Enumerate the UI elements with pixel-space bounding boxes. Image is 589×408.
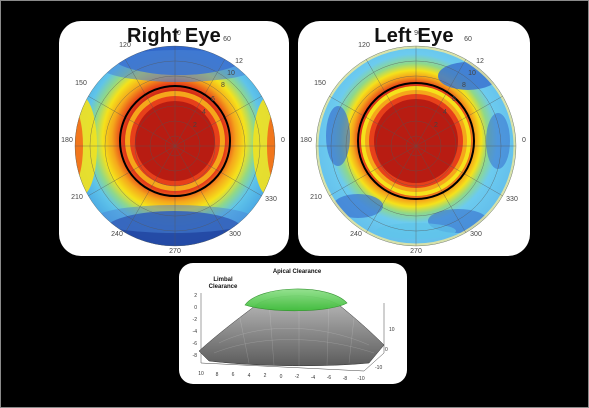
right-angle-90: 90 (173, 30, 181, 37)
right-angle-210: 210 (71, 194, 83, 201)
left-radial-8: 8 (462, 82, 466, 89)
x-tick-neg4: -4 (311, 375, 316, 381)
left-angle-270: 270 (410, 248, 422, 255)
x-tick-8: 8 (216, 372, 219, 378)
left-eye-panel: 60 90 120 150 180 210 240 270 300 330 0 … (298, 21, 530, 256)
left-radial-12: 12 (476, 58, 484, 65)
left-eye-title: Left Eye (374, 25, 454, 47)
right-angle-330: 330 (265, 196, 277, 203)
ocular-surface (198, 295, 385, 367)
left-angle-240: 240 (350, 231, 362, 238)
left-angle-300: 300 (470, 231, 482, 238)
right-polar-grid (74, 45, 276, 247)
y-tick-neg2: -2 (193, 317, 198, 323)
x-tick-10: 10 (198, 371, 204, 377)
x-tick-neg2: -2 (295, 374, 300, 380)
left-radial-4: 4 (443, 109, 447, 116)
right-angle-240: 240 (111, 231, 123, 238)
profile-3d-surface: Apical Clearance Limbal Clearance 2 0 -2… (193, 269, 395, 382)
right-eye-panel: 60 90 120 150 180 210 240 270 300 330 0 … (59, 21, 289, 256)
right-radial-10: 10 (227, 70, 235, 77)
x-tick-neg10: -10 (357, 376, 364, 382)
left-angle-90: 90 (414, 30, 422, 37)
right-radial-8: 8 (221, 82, 225, 89)
x-tick-neg8: -8 (343, 376, 348, 382)
right-angle-180: 180 (61, 137, 73, 144)
z-tick-neg10: -10 (375, 365, 382, 371)
apical-clearance-label: Apical Clearance (273, 269, 322, 275)
left-angle-330: 330 (506, 196, 518, 203)
x-tick-neg6: -6 (327, 375, 332, 381)
z-tick-10: 10 (389, 327, 395, 333)
left-angle-0: 0 (522, 137, 526, 144)
right-eye-map: 60 90 120 150 180 210 240 270 300 330 0 … (61, 30, 285, 255)
profile-panel: Apical Clearance Limbal Clearance 2 0 -2… (179, 263, 407, 384)
right-angle-60: 60 (223, 36, 231, 43)
right-eye-title: Right Eye (126, 25, 222, 47)
limbal-clearance-label-line2: Clearance (209, 284, 238, 290)
x-tick-0: 0 (280, 374, 283, 380)
left-angle-60: 60 (464, 36, 472, 43)
left-angle-210: 210 (310, 194, 322, 201)
y-tick-neg4: -4 (193, 329, 198, 335)
right-radial-12: 12 (235, 58, 243, 65)
right-lens-edge-ring (119, 85, 231, 197)
left-angle-150: 150 (314, 80, 326, 87)
right-angle-120: 120 (119, 42, 131, 49)
right-radial-2: 2 (193, 122, 197, 129)
limbal-clearance-label-line1: Limbal (213, 277, 233, 283)
right-angle-0: 0 (281, 137, 285, 144)
left-angle-180: 180 (300, 137, 312, 144)
y-tick-0: 0 (194, 305, 197, 311)
y-tick-neg8: -8 (193, 353, 198, 359)
left-radial-2: 2 (434, 122, 438, 129)
right-angle-150: 150 (75, 80, 87, 87)
apical-clearance-zone (244, 288, 348, 312)
right-radial-6: 6 (211, 96, 215, 103)
right-angle-270: 270 (169, 248, 181, 255)
x-tick-6: 6 (232, 372, 235, 378)
y-tick-neg6: -6 (193, 341, 198, 347)
right-radial-4: 4 (202, 109, 206, 116)
left-radial-10: 10 (468, 70, 476, 77)
y-tick-2: 2 (194, 293, 197, 299)
left-polar-grid (315, 45, 517, 247)
x-tick-4: 4 (248, 373, 251, 379)
right-angle-300: 300 (229, 231, 241, 238)
left-lens-edge-ring (357, 82, 475, 200)
left-radial-6: 6 (452, 96, 456, 103)
left-angle-120: 120 (358, 42, 370, 49)
z-tick-0: 0 (385, 347, 388, 353)
left-eye-map: 60 90 120 150 180 210 240 270 300 330 0 … (300, 30, 526, 255)
x-tick-2: 2 (264, 373, 267, 379)
